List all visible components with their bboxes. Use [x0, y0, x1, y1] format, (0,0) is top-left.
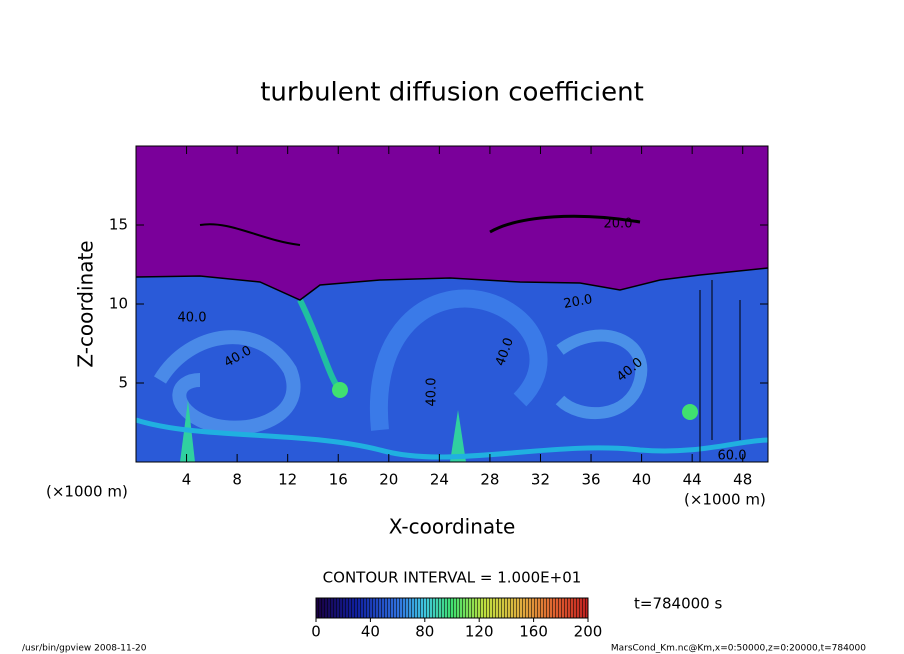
footer-right: MarsCond_Km.nc@Km,x=0:50000,z=0:20000,t=… [611, 644, 866, 654]
x-tick-label: 8 [232, 471, 242, 489]
colorbar-lines [316, 598, 588, 618]
contour-label: 20.0 [604, 217, 633, 232]
y-unit-label: (×1000 m) [46, 483, 128, 501]
x-tick-label: 48 [733, 471, 752, 489]
x-unit-label: (×1000 m) [684, 491, 766, 509]
y-tick-label: 5 [118, 374, 128, 392]
x-tick-label: 32 [531, 471, 550, 489]
contour-interval: CONTOUR INTERVAL = 1.000E+01 [323, 569, 582, 587]
x-tick-label: 28 [480, 471, 499, 489]
y-tick-label: 15 [109, 216, 128, 234]
x-tick-label: 16 [329, 471, 348, 489]
footer-left: /usr/bin/gpview 2008-11-20 [22, 644, 147, 654]
time-label: t=784000 s [634, 595, 722, 613]
x-tick-label: 40 [632, 471, 651, 489]
colorbar-tick-label: 0 [311, 623, 321, 641]
x-axis-label: X-coordinate [389, 515, 516, 539]
contour-label: 20.0 [562, 292, 593, 312]
x-tick-label: 24 [430, 471, 449, 489]
x-tick-label: 20 [379, 471, 398, 489]
x-tick-label: 12 [278, 471, 297, 489]
y-axis-label: Z-coordinate [74, 240, 98, 367]
y-tick-label: 10 [109, 295, 128, 313]
x-tick-label: 44 [683, 471, 702, 489]
colorbar-frame [315, 597, 589, 619]
colorbar-tick-label: 40 [361, 623, 380, 641]
colorbar-tick-label: 120 [465, 623, 494, 641]
contour-label: 40.0 [178, 311, 207, 326]
x-tick-label: 36 [581, 471, 600, 489]
colorbar-tick-label: 80 [415, 623, 434, 641]
contour-label: 40.0 [425, 378, 440, 407]
contour-field [136, 146, 768, 462]
chart-title: turbulent diffusion coefficient [260, 78, 644, 108]
colorbar-tick-label: 200 [574, 623, 603, 641]
x-tick-label: 4 [182, 471, 192, 489]
contour-label: 60.0 [718, 449, 747, 464]
colorbar-tick-label: 160 [519, 623, 548, 641]
